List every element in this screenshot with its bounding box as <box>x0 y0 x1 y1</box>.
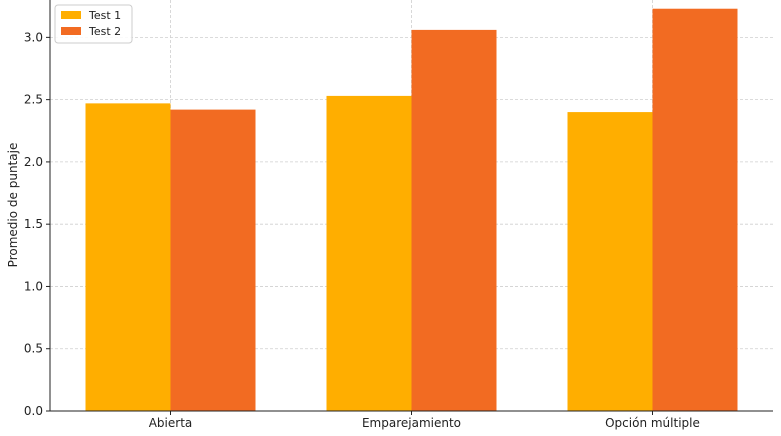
y-tick-label: 2.5 <box>24 93 43 107</box>
legend: Test 1 Test 2 <box>54 4 133 44</box>
legend-label: Test 2 <box>88 25 121 38</box>
y-tick-label: 3.0 <box>24 30 43 44</box>
x-ticks: Abierta Emparejamiento Opción múltiple <box>149 411 700 430</box>
y-tick-label: 1.5 <box>24 217 43 231</box>
x-tick-label: Opción múltiple <box>605 416 700 430</box>
legend-swatch <box>61 11 81 19</box>
bars-layer <box>85 8 738 412</box>
y-tick-label: 0.5 <box>24 342 43 356</box>
legend-label: Test 1 <box>88 9 121 22</box>
x-tick-label: Abierta <box>149 416 193 430</box>
y-ticks: 0.0 0.5 1.0 1.5 2.0 2.5 3.0 <box>24 30 50 418</box>
x-tick-label: Emparejamiento <box>362 416 461 430</box>
bar-test-1 <box>326 95 412 412</box>
bar-test-1 <box>85 103 171 411</box>
y-axis-label: Promedio de puntaje <box>6 143 20 268</box>
y-tick-label: 1.0 <box>24 279 43 293</box>
bar-test-2 <box>170 109 256 411</box>
y-tick-label: 2.0 <box>24 155 43 169</box>
y-tick-label: 0.0 <box>24 404 43 418</box>
bar-test-1 <box>567 112 653 411</box>
bar-test-2 <box>411 29 497 412</box>
bar-test-2 <box>652 8 738 412</box>
legend-swatch <box>61 27 81 35</box>
